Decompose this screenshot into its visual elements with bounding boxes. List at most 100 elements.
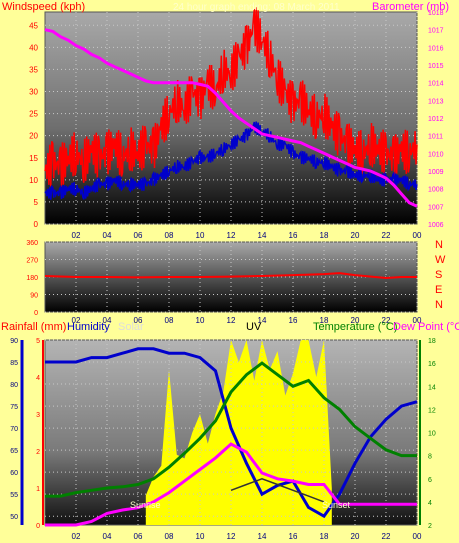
y-tick-label-right: 1007 (428, 204, 444, 211)
series-temperature (45, 361, 417, 498)
series-solar (230, 478, 325, 503)
rain-tick-label: 1 (36, 486, 40, 493)
compass-label: S (435, 269, 442, 281)
temp-tick-label: 16 (428, 361, 436, 368)
x-tick-label: 12 (227, 532, 236, 541)
y-tick-label-left: 0 (34, 220, 39, 229)
temp-tick-label: 10 (428, 431, 436, 438)
rain-tick-label: 3 (36, 412, 40, 419)
y-tick-label-right: 1012 (428, 116, 444, 123)
compass-label: W (435, 254, 446, 266)
x-tick-label: 22 (382, 231, 391, 240)
x-tick-label: 14 (258, 316, 267, 325)
x-tick-label: 02 (72, 316, 81, 325)
temp-tick-label: 8 (428, 454, 432, 461)
y-tick-label-right: 1011 (428, 134, 443, 141)
rain-tick-label: 0 (36, 523, 40, 530)
barometer-axis-title: Barometer (mb) (372, 1, 449, 13)
x-tick-label: 08 (165, 532, 174, 541)
x-tick-label: 18 (320, 316, 329, 325)
series-barometer (44, 28, 418, 208)
rain-tick-label: 2 (36, 449, 40, 456)
windspeed-axis-title: Windspeed (kph) (2, 1, 85, 13)
dewpoint-axis-title: Dew Point (°C) (393, 321, 459, 333)
humidity-tick-label: 60 (10, 470, 18, 477)
humidity-tick-label: 75 (10, 404, 18, 411)
solar-axis-title: Solar (118, 321, 144, 333)
x-tick-label: 20 (351, 532, 360, 541)
y-tick-label-left: 10 (29, 176, 38, 185)
x-tick-label: 06 (134, 316, 143, 325)
y-tick-label-right: 1014 (428, 81, 444, 88)
x-tick-label: 02 (72, 231, 81, 240)
y-tick-label-right: 1006 (428, 222, 444, 229)
y-tick-label: 270 (26, 258, 38, 265)
y-tick-label: 90 (30, 293, 38, 300)
rainfall-axis-title: Rainfall (mm) (1, 321, 66, 333)
rain-tick-label: 4 (36, 375, 40, 382)
x-tick-label: 16 (289, 316, 298, 325)
temp-tick-label: 12 (428, 407, 436, 414)
y-tick-label-left: 40 (29, 43, 38, 52)
sunset-label: Sunset (322, 500, 351, 510)
x-tick-label: 16 (289, 231, 298, 240)
x-tick-label: 20 (351, 316, 360, 325)
y-tick-label-right: 1009 (428, 169, 444, 176)
y-tick-label-left: 15 (29, 154, 38, 163)
y-tick-label-right: 1018 (428, 10, 444, 17)
series-average (44, 121, 418, 200)
graph-title: 24 hour graph ending: 08 March 2011 (173, 2, 340, 13)
x-tick-label: 06 (134, 231, 143, 240)
x-tick-label: 04 (103, 532, 112, 541)
y-tick-label-right: 1008 (428, 187, 444, 194)
x-tick-label: 02 (72, 532, 81, 541)
humidity-tick-label: 55 (10, 492, 18, 499)
humidity-tick-label: 85 (10, 360, 18, 367)
series-direction (44, 272, 417, 280)
x-tick-label: 04 (103, 316, 112, 325)
temp-tick-label: 18 (428, 338, 436, 345)
humidity-tick-label: 70 (10, 426, 18, 433)
y-tick-label-right: 1010 (428, 151, 444, 158)
x-tick-label: 18 (320, 532, 329, 541)
x-tick-label: 12 (227, 316, 236, 325)
y-tick-label-right: 1016 (428, 45, 444, 52)
temp-tick-label: 4 (428, 500, 432, 507)
series-gust (44, 7, 418, 188)
temp-tick-label: 2 (428, 523, 432, 530)
y-tick-label-right: 1013 (428, 98, 444, 105)
series-dew-point (45, 442, 417, 527)
y-tick-label-right: 1017 (428, 28, 444, 35)
x-tick-label: 14 (258, 231, 267, 240)
x-tick-label: 22 (382, 316, 391, 325)
y-tick-label-left: 20 (29, 132, 38, 141)
y-tick-label-left: 45 (29, 21, 38, 30)
humidity-axis-title: Humidity (67, 321, 110, 333)
x-tick-label: 08 (165, 316, 174, 325)
x-tick-label: 18 (320, 231, 329, 240)
x-tick-label: 08 (165, 231, 174, 240)
x-tick-label: 22 (382, 532, 391, 541)
x-tick-label: 10 (196, 316, 205, 325)
x-tick-label: 10 (196, 231, 205, 240)
y-tick-label-left: 5 (34, 198, 39, 207)
x-tick-label: 04 (103, 231, 112, 240)
y-tick-label: 360 (26, 240, 38, 247)
x-tick-label: 00 (413, 532, 422, 541)
humidity-tick-label: 65 (10, 448, 18, 455)
temp-tick-label: 14 (428, 384, 436, 391)
x-tick-label: 20 (351, 231, 360, 240)
y-tick-label: 180 (26, 275, 38, 282)
rain-tick-label: 5 (36, 338, 40, 345)
compass-label: N (435, 239, 443, 251)
humidity-tick-label: 80 (10, 382, 18, 389)
x-tick-label: 14 (258, 532, 267, 541)
humidity-tick-label: 50 (10, 514, 18, 521)
x-tick-label: 10 (196, 532, 205, 541)
uv-axis-title: UV (246, 321, 262, 333)
compass-label: E (435, 284, 442, 296)
x-tick-label: 00 (413, 231, 422, 240)
x-tick-label: 06 (134, 532, 143, 541)
